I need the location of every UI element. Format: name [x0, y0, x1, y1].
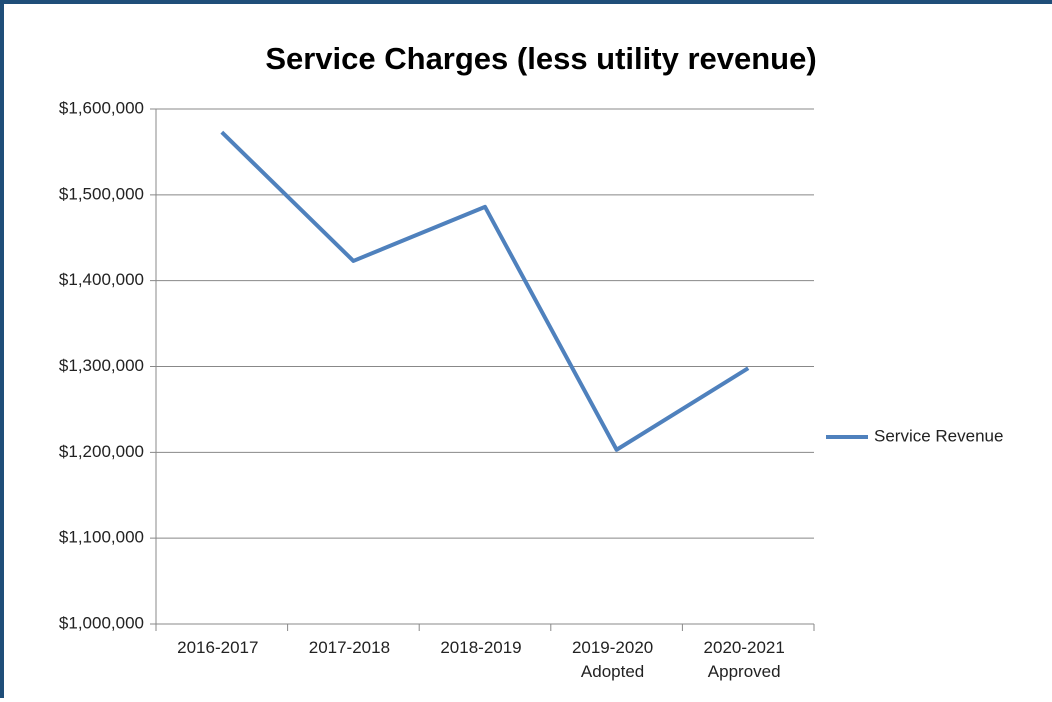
chart: Service Charges (less utility revenue) $…: [59, 41, 1004, 632]
y-tick-label: $1,600,000: [59, 98, 144, 117]
x-tick-label: 2018-2019: [440, 638, 522, 657]
y-tick-label: $1,000,000: [59, 613, 144, 632]
line: [220, 130, 750, 452]
x-tick-label: 2016-2017: [177, 638, 259, 657]
y-tick-label: $1,500,000: [59, 184, 144, 203]
x-tick-label: 2017-2018: [308, 638, 391, 657]
y-tick-label: $1,100,000: [59, 528, 144, 547]
x-tick-label: 2020-2021 Approved: [703, 638, 785, 681]
legend-label: Service Revenue: [874, 426, 1003, 445]
y-tick-label: $1,400,000: [59, 270, 144, 289]
y-tick-label: $1,300,000: [59, 356, 144, 375]
x-tick-label: 2019-2020 Adopted: [571, 638, 654, 681]
y-tick-label: $1,200,000: [59, 442, 144, 461]
chart-title: Service Charges (less utility revenue): [265, 41, 816, 76]
